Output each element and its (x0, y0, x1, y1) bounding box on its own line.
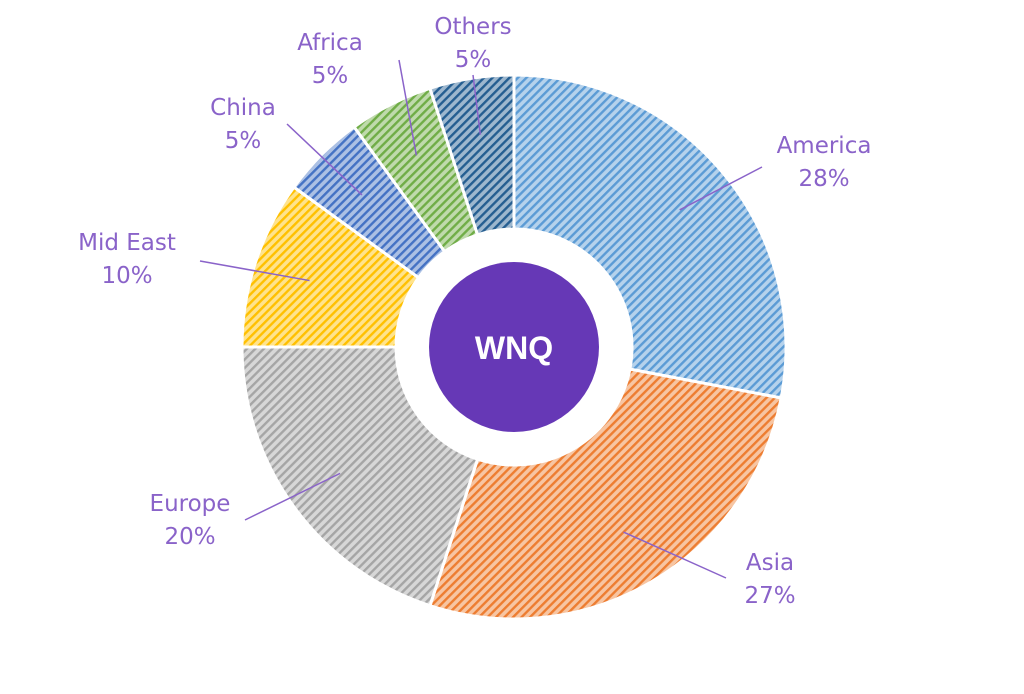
leader-line-mid-east (199, 260, 310, 282)
leader-line-others (472, 74, 482, 135)
slice-name-label: America (777, 133, 872, 159)
slice-value-label: 5% (225, 128, 262, 154)
slice-name-label: Asia (746, 550, 794, 576)
slice-value-label: 10% (101, 263, 152, 289)
slice-name-label: Mid East (78, 230, 176, 256)
center-badge (429, 262, 599, 432)
slice-others (428, 73, 516, 237)
leader-line-africa (398, 59, 418, 156)
slice-name-label: China (210, 95, 276, 121)
leader-line-asia (623, 531, 727, 579)
labels-group: America 28% Asia 27% Europe 20% Mid East 10% Chi… (78, 14, 871, 609)
slice-america (512, 73, 788, 400)
slice-europe (240, 345, 480, 608)
slice-value-label: 27% (744, 583, 795, 609)
slices-group (240, 73, 788, 621)
slice-asia (428, 367, 783, 621)
leader-line-europe (244, 472, 341, 521)
leader-line-china (286, 123, 363, 196)
leader-line-america (679, 166, 763, 211)
slice-value-label: 20% (164, 524, 215, 550)
slice-value-label: 28% (798, 166, 849, 192)
slice-name-label: Africa (297, 30, 363, 56)
slice-value-label: 5% (455, 47, 492, 73)
slice-value-label: 5% (312, 63, 349, 89)
slice-name-label: Others (434, 14, 511, 40)
leader-lines-group (199, 59, 763, 579)
center-label: WNQ (475, 330, 553, 366)
slice-name-label: Europe (150, 491, 231, 517)
